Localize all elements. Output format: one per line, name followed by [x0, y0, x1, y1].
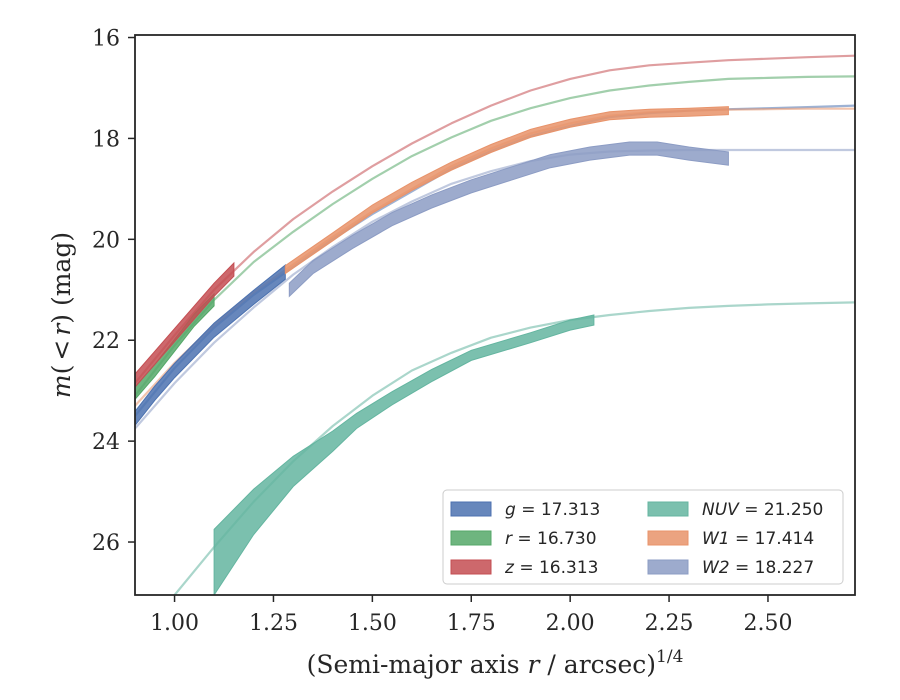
legend-swatch-w1 — [647, 530, 689, 546]
x-tick-label: 2.00 — [546, 611, 595, 636]
legend-swatch-w2 — [647, 559, 689, 575]
y-tick-label: 22 — [92, 329, 120, 354]
plot-frame — [134, 34, 856, 596]
legend-label-w2: W2 = 18.227 — [702, 558, 814, 578]
legend-swatch-r — [450, 530, 492, 546]
model-line-w2 — [135, 148, 855, 430]
legend-label-g: g = 17.313 — [505, 500, 600, 520]
y-tick-label: 20 — [92, 228, 120, 253]
legend-label-r: r = 16.730 — [505, 529, 597, 549]
y-axis-label: m(<r) (mag) — [47, 232, 76, 398]
data-band-w1 — [284, 106, 729, 275]
x-tick-label: 2.25 — [645, 611, 694, 636]
x-tick-label: 1.25 — [249, 611, 298, 636]
data-bands — [135, 106, 729, 595]
x-axis: 1.00 1.25 1.50 1.75 2.00 2.25 2.50 — [150, 595, 792, 636]
data-band-g — [135, 264, 286, 427]
legend-label-z: z = 16.313 — [504, 558, 598, 578]
x-axis-label: (Semi-major axis r / arcsec)1/4 — [307, 647, 684, 679]
x-tick-label: 1.75 — [447, 611, 496, 636]
legend: g = 17.313 r = 16.730 z = 16.313 NUV = 21.2… — [442, 489, 844, 585]
data-band-z — [135, 261, 235, 388]
data-band-nuv — [213, 314, 595, 595]
data-band-w2 — [288, 141, 729, 298]
y-axis: 16 18 20 22 24 26 — [92, 27, 135, 556]
x-tick-label: 1.00 — [150, 611, 199, 636]
legend-label-nuv: NUV = 21.250 — [702, 500, 823, 520]
y-tick-label: 16 — [92, 27, 120, 52]
legend-swatch-g — [450, 501, 492, 517]
legend-swatch-z — [450, 559, 492, 575]
y-tick-label: 24 — [92, 430, 120, 455]
model-line-r — [135, 75, 855, 397]
legend-swatch-nuv — [647, 501, 689, 517]
legend-frame — [442, 489, 844, 585]
model-line-z — [135, 54, 855, 385]
y-tick-label: 26 — [92, 531, 120, 556]
legend-label-w1: W1 = 17.414 — [702, 529, 814, 549]
y-tick-label: 18 — [92, 127, 120, 152]
x-tick-label: 1.50 — [348, 611, 397, 636]
x-tick-label: 2.50 — [743, 611, 792, 636]
